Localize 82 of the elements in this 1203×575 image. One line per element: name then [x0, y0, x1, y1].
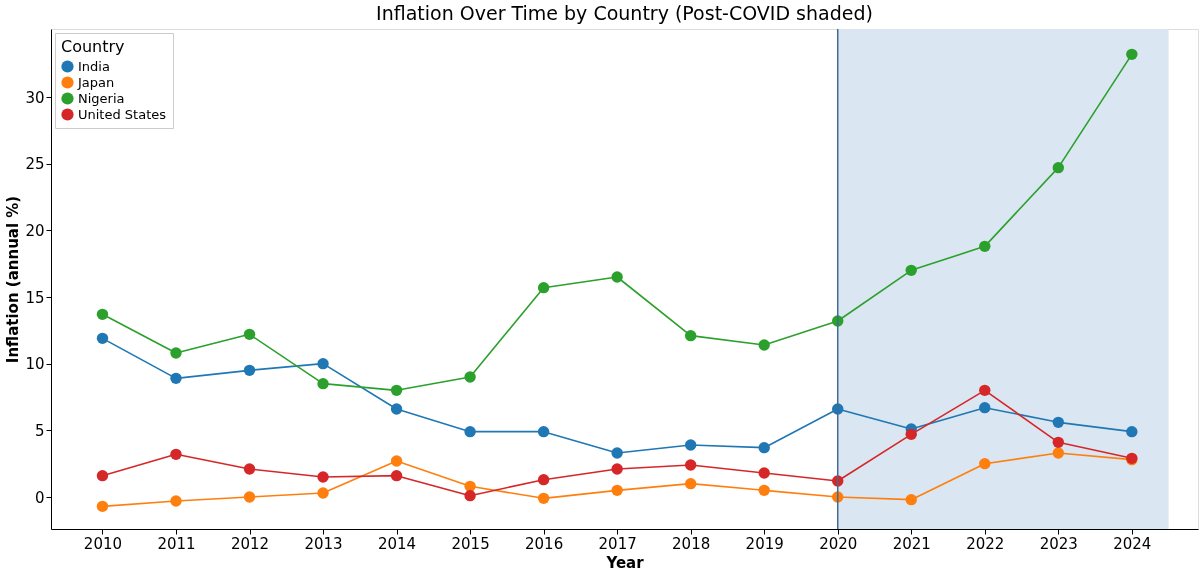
point	[537, 473, 550, 486]
point	[170, 347, 182, 359]
y-tick-label: 20	[25, 221, 45, 240]
point	[979, 384, 991, 397]
point	[758, 339, 770, 351]
point	[979, 457, 991, 470]
x-tick-label: 2017	[598, 534, 637, 553]
point	[684, 459, 697, 471]
legend-label: India	[78, 58, 110, 74]
point	[611, 271, 623, 283]
y-tick-label: 0	[34, 488, 45, 507]
point	[464, 489, 476, 502]
point	[979, 240, 991, 253]
point	[537, 492, 550, 505]
point	[170, 495, 182, 507]
x-tick-label: 2019	[745, 534, 784, 553]
point	[758, 441, 770, 454]
x-tick-label: 2021	[892, 534, 931, 553]
y-tick-label: 10	[25, 355, 45, 374]
y-tick-label: 25	[25, 155, 45, 174]
point	[1052, 161, 1064, 174]
point	[170, 448, 182, 461]
point	[1126, 48, 1138, 61]
point	[243, 463, 256, 475]
x-tick-label: 2023	[1039, 534, 1078, 553]
point	[390, 384, 403, 397]
point	[390, 403, 403, 415]
x-tick-label: 2012	[230, 534, 270, 553]
point	[243, 328, 256, 341]
point	[758, 467, 770, 479]
x-tick-label: 2020	[819, 534, 858, 553]
point	[243, 364, 256, 377]
point	[1052, 447, 1064, 459]
point	[464, 371, 476, 383]
point	[684, 439, 697, 451]
point	[1126, 425, 1138, 438]
point	[758, 484, 770, 497]
x-tick-label: 2024	[1113, 534, 1152, 553]
point	[96, 500, 109, 513]
point	[317, 377, 329, 390]
y-axis-title: Inflation (annual %)	[4, 195, 23, 364]
point	[905, 428, 917, 441]
x-axis-title: Year	[605, 553, 645, 572]
legend-label: Japan	[77, 74, 115, 90]
point	[537, 425, 550, 438]
point	[905, 493, 917, 506]
point	[684, 477, 697, 490]
point	[390, 469, 403, 482]
x-tick-label: 2016	[525, 534, 564, 553]
x-tick-label: 2018	[672, 534, 711, 553]
point	[684, 329, 697, 342]
x-tick-label: 2011	[157, 534, 196, 553]
point	[611, 463, 623, 475]
y-tick-label: 5	[34, 421, 45, 440]
point	[390, 455, 403, 467]
point	[464, 425, 476, 438]
x-tick-label: 2010	[83, 534, 123, 553]
point	[96, 332, 109, 345]
point	[96, 469, 109, 482]
legend-label: United States	[78, 106, 167, 122]
x-tick-label: 2013	[304, 534, 343, 553]
point	[611, 484, 623, 497]
point	[905, 264, 917, 277]
legend-title: Country	[61, 37, 125, 56]
point	[979, 401, 991, 414]
y-tick-label: 15	[25, 288, 45, 307]
x-tick-label: 2015	[451, 534, 490, 553]
point	[317, 357, 329, 370]
point	[611, 447, 623, 459]
chart-title: Inflation Over Time by Country (Post-COVID shaded)	[376, 2, 873, 25]
x-tick-label: 2022	[966, 534, 1005, 553]
x-tick-label: 2014	[377, 534, 417, 553]
point	[1052, 436, 1064, 449]
point	[317, 471, 329, 483]
point	[1052, 416, 1064, 429]
point	[243, 491, 256, 503]
point	[317, 487, 329, 499]
y-tick-label: 30	[25, 88, 45, 107]
point	[96, 308, 109, 321]
point	[170, 372, 182, 385]
legend-label: Nigeria	[78, 90, 125, 106]
point	[537, 281, 550, 294]
